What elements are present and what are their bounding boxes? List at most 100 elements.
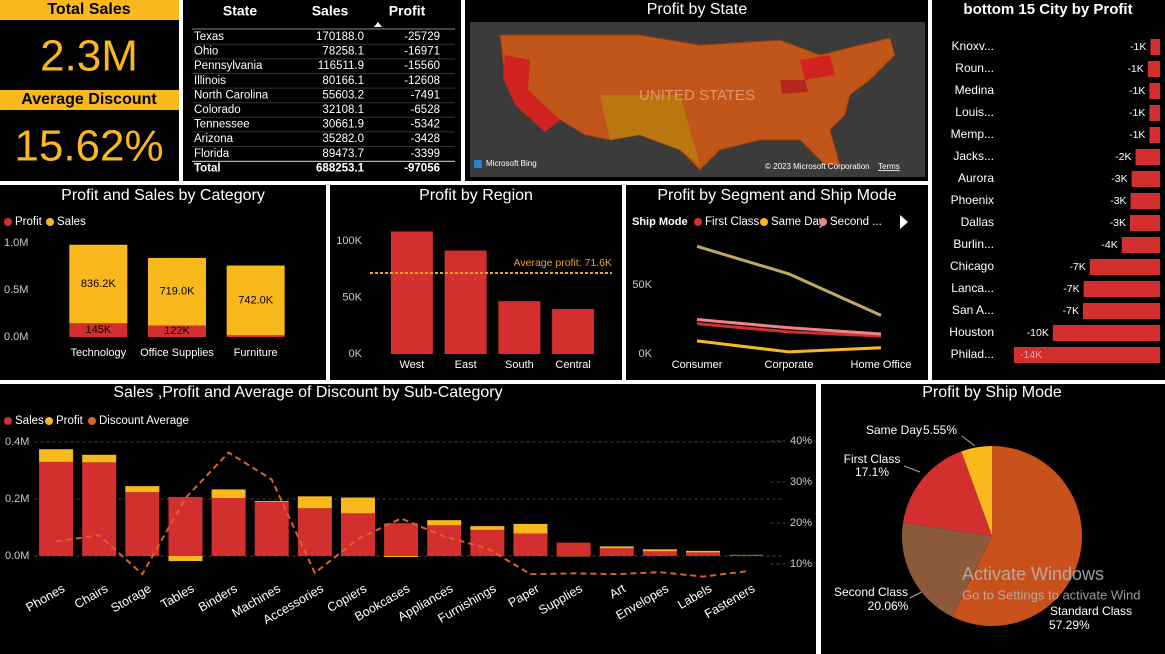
bar-segment — [642, 551, 677, 556]
data-label: -1K — [1130, 41, 1146, 53]
table-cell: Texas — [194, 31, 224, 43]
y-tick-label: 0.0M — [5, 550, 29, 562]
bar-segment — [226, 335, 285, 337]
table-cell: 116511.9 — [318, 60, 364, 72]
bar-segment — [427, 520, 462, 526]
bar-segment — [686, 550, 721, 553]
column-header: State — [223, 3, 257, 19]
x-tick-label: Corporate — [765, 359, 814, 371]
bar — [1130, 193, 1160, 209]
bar — [1082, 303, 1160, 319]
y-tick-label: 0.5M — [4, 284, 28, 296]
bar-segment — [69, 323, 128, 337]
y-tick-label: San A... — [952, 303, 994, 317]
table-cell: -16971 — [404, 46, 440, 58]
bar — [1129, 215, 1160, 231]
y-tick-label: Jacks... — [953, 149, 994, 163]
panel — [183, 0, 461, 181]
legend-swatch — [88, 417, 96, 425]
panel — [932, 0, 1165, 380]
bar — [1083, 281, 1160, 297]
legend-swatch — [819, 218, 827, 226]
bar — [1014, 347, 1160, 363]
leader-line — [903, 465, 921, 473]
table-total: Total — [194, 162, 221, 174]
bar-segment — [297, 496, 332, 509]
bar-segment — [211, 498, 246, 556]
table-cell: 80166.1 — [322, 75, 364, 87]
line-series — [696, 322, 882, 338]
y-tick-label: Houston — [949, 325, 994, 339]
table-total: -97056 — [404, 162, 440, 174]
y-tick-label: 100K — [336, 235, 362, 247]
leader-line — [961, 435, 976, 447]
data-label: -1K — [1129, 85, 1145, 97]
y-tick-label: 10% — [790, 558, 812, 570]
y-tick-label: 20% — [790, 517, 812, 529]
bar-segment — [168, 496, 203, 556]
y-tick-label: Lanca... — [951, 281, 994, 295]
bar-segment — [556, 542, 591, 556]
table-cell: Pennsylvania — [194, 60, 263, 72]
bar — [1149, 127, 1160, 143]
table-cell: -5342 — [411, 119, 440, 131]
bar — [1121, 237, 1160, 253]
data-label: -1K — [1129, 107, 1145, 119]
map-region — [600, 95, 700, 165]
data-label: -10K — [1027, 327, 1049, 339]
bar — [390, 231, 433, 354]
bar-segment — [340, 497, 375, 514]
table-cell: Illinois — [194, 75, 226, 87]
slice-label: Same Day — [866, 423, 922, 437]
y-tick-label: 40% — [790, 435, 812, 447]
bar-segment — [513, 523, 548, 534]
legend-label: Profit — [56, 415, 84, 427]
data-label: -7K — [1063, 283, 1079, 295]
slice-value: 5.55% — [923, 423, 957, 437]
chart-title: Profit by Ship Mode — [922, 384, 1062, 401]
y-tick-label: Knoxv... — [952, 39, 994, 53]
table-cell: 89473.7 — [322, 148, 364, 160]
table-cell: 55603.2 — [322, 89, 364, 101]
table-cell: 78258.1 — [322, 46, 364, 58]
table-cell: -12608 — [404, 75, 440, 87]
bar — [498, 301, 541, 354]
y-tick-label: 0K — [349, 348, 363, 360]
map-state — [780, 80, 808, 94]
table-cell: 170188.0 — [316, 31, 364, 43]
map-state — [800, 55, 835, 80]
bar-segment — [211, 489, 246, 499]
bar-segment — [39, 461, 74, 556]
card-title: Average Discount — [21, 91, 157, 108]
bar — [1150, 39, 1160, 55]
y-tick-label: 50K — [342, 291, 362, 303]
bar-segment — [148, 325, 206, 337]
legend-swatch — [694, 218, 702, 226]
bar-segment — [686, 552, 721, 556]
table-cell: -7491 — [411, 89, 440, 101]
bar-segment — [470, 526, 505, 530]
bar — [444, 250, 487, 354]
data-label: 742.0K — [238, 294, 274, 306]
table-cell: 30661.9 — [322, 119, 364, 131]
table-total: 688253.1 — [316, 162, 365, 174]
data-label: -7K — [1069, 261, 1085, 273]
slice-label: Second Class — [834, 585, 908, 599]
legend-swatch — [4, 417, 12, 425]
map-title: Profit by State — [647, 1, 748, 18]
legend-swatch — [760, 218, 768, 226]
table-cell: -3428 — [411, 133, 440, 145]
y-tick-label: 30% — [790, 476, 812, 488]
legend-title: Ship Mode — [632, 216, 688, 228]
bar — [1135, 149, 1160, 165]
y-tick-label: Dallas — [961, 215, 994, 229]
table-cell: Ohio — [194, 46, 218, 58]
pie-slice — [902, 522, 992, 617]
table-cell: Arizona — [194, 133, 234, 145]
bar-segment — [513, 533, 548, 556]
data-label: -1K — [1129, 129, 1145, 141]
x-tick-label: East — [455, 359, 477, 371]
x-tick-label: South — [505, 359, 534, 371]
bar-segment — [729, 555, 764, 556]
